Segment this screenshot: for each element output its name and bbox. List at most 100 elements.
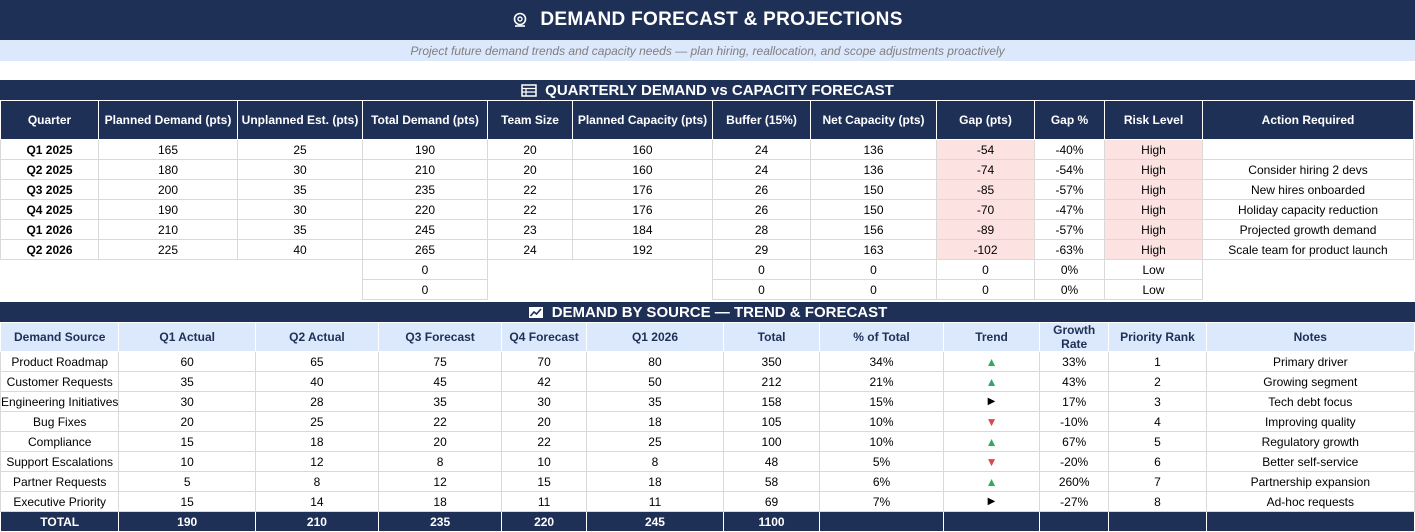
cell-growth-rate[interactable]: 43% [1039, 371, 1110, 392]
trend-up-icon[interactable]: ▲ [942, 371, 1041, 392]
cell-gap-pts[interactable]: -70 [936, 199, 1035, 220]
cell-of-total[interactable]: 34% [819, 351, 944, 372]
cell-demand-source[interactable]: Bug Fixes [0, 411, 120, 432]
cell-q4-forecast[interactable]: 42 [501, 371, 587, 392]
cell-q4-forecast[interactable]: 10 [501, 451, 587, 472]
cell-gap-pts[interactable]: 0 [936, 259, 1035, 280]
cell-priority-rank[interactable]: 5 [1108, 431, 1207, 452]
cell-net-capacity-pts[interactable]: 150 [810, 199, 937, 220]
cell-q4-forecast[interactable]: 11 [501, 491, 587, 512]
cell-q4-forecast[interactable]: 70 [501, 351, 587, 372]
cell-total-demand-pts[interactable]: 0 [362, 279, 488, 300]
cell-q4-forecast[interactable]: 30 [501, 391, 587, 412]
cell-gap[interactable]: -40% [1034, 139, 1105, 160]
cell-total[interactable]: 58 [723, 471, 821, 492]
cell-planned-capacity-pts[interactable]: 184 [572, 219, 713, 240]
cell-q1-actual[interactable]: 5 [118, 471, 256, 492]
cell-total-demand-pts[interactable]: 265 [362, 239, 488, 260]
cell-action-required[interactable]: Projected growth demand [1202, 219, 1414, 240]
cell-planned-demand-pts[interactable] [99, 260, 238, 280]
cell-demand-source[interactable]: Customer Requests [0, 371, 120, 392]
cell-q2-actual[interactable]: 12 [254, 451, 379, 472]
cell-gap-pts[interactable]: -102 [936, 239, 1035, 260]
cell-growth-rate[interactable]: -10% [1039, 411, 1110, 432]
cell-quarter[interactable]: Q2 2026 [0, 239, 99, 260]
cell-total-demand-pts[interactable]: 190 [362, 139, 488, 160]
cell-buffer-15[interactable]: 26 [712, 199, 811, 220]
cell-q2-actual[interactable]: 14 [254, 491, 379, 512]
cell-q2-actual[interactable]: 18 [254, 431, 379, 452]
cell-total[interactable]: 212 [723, 371, 821, 392]
cell-q1-actual[interactable]: 10 [118, 451, 256, 472]
cell-growth-rate[interactable]: 17% [1039, 391, 1110, 412]
cell-q4-forecast[interactable]: 22 [501, 431, 587, 452]
cell-total-demand-pts[interactable]: 210 [362, 159, 488, 180]
cell-quarter[interactable]: Q3 2025 [0, 179, 99, 200]
cell-team-size[interactable]: 20 [487, 139, 573, 160]
trend-down-icon[interactable]: ▼ [942, 411, 1041, 432]
cell-q1-actual[interactable]: 15 [118, 491, 256, 512]
cell-gap[interactable]: -57% [1034, 179, 1105, 200]
cell-q1-2026[interactable]: 18 [585, 411, 725, 432]
cell-q3-forecast[interactable]: 45 [377, 371, 503, 392]
cell-q1-2026[interactable]: 50 [585, 371, 725, 392]
cell-of-total[interactable]: 10% [819, 411, 944, 432]
cell-of-total[interactable]: 10% [819, 431, 944, 452]
cell-unplanned-est-pts[interactable] [238, 280, 363, 300]
cell-gap[interactable]: 0% [1034, 259, 1105, 280]
cell-risk-level[interactable]: Low [1104, 279, 1203, 300]
cell-q1-2026[interactable]: 25 [585, 431, 725, 452]
cell-of-total[interactable]: 6% [819, 471, 944, 492]
cell-demand-source[interactable]: Compliance [0, 431, 120, 452]
cell-action-required[interactable] [1202, 139, 1414, 160]
cell-priority-rank[interactable]: 1 [1108, 351, 1207, 372]
cell-q2-actual[interactable]: 28 [254, 391, 379, 412]
cell-unplanned-est-pts[interactable]: 35 [237, 179, 363, 200]
cell-team-size[interactable]: 20 [487, 159, 573, 180]
cell-action-required[interactable]: Scale team for product launch [1202, 239, 1414, 260]
cell-net-capacity-pts[interactable]: 136 [810, 139, 937, 160]
cell-q1-2026[interactable]: 11 [585, 491, 725, 512]
cell-unplanned-est-pts[interactable]: 25 [237, 139, 363, 160]
cell-quarter[interactable]: Q1 2025 [0, 139, 99, 160]
cell-gap[interactable]: -54% [1034, 159, 1105, 180]
cell-q1-2026[interactable]: 80 [585, 351, 725, 372]
cell-q1-actual[interactable]: 15 [118, 431, 256, 452]
cell-priority-rank[interactable]: 4 [1108, 411, 1207, 432]
cell-total-demand-pts[interactable]: 235 [362, 179, 488, 200]
trend-up-icon[interactable]: ▲ [942, 471, 1041, 492]
cell-unplanned-est-pts[interactable]: 40 [237, 239, 363, 260]
cell-q1-2026[interactable]: 35 [585, 391, 725, 412]
cell-gap-pts[interactable]: -89 [936, 219, 1035, 240]
cell-buffer-15[interactable]: 0 [712, 259, 811, 280]
cell-total[interactable]: 105 [723, 411, 821, 432]
cell-total[interactable]: 48 [723, 451, 821, 472]
cell-planned-demand-pts[interactable] [99, 280, 238, 300]
cell-net-capacity-pts[interactable]: 150 [810, 179, 937, 200]
cell-quarter[interactable] [1, 260, 99, 280]
cell-planned-capacity-pts[interactable]: 160 [572, 139, 713, 160]
cell-q3-forecast[interactable]: 35 [377, 391, 503, 412]
cell-gap-pts[interactable]: 0 [936, 279, 1035, 300]
cell-action-required[interactable] [1203, 280, 1414, 300]
cell-planned-demand-pts[interactable]: 200 [98, 179, 238, 200]
cell-q4-forecast[interactable]: 20 [501, 411, 587, 432]
trend-flat-icon[interactable]: ▶ [942, 491, 1041, 512]
cell-q1-actual[interactable]: 35 [118, 371, 256, 392]
cell-growth-rate[interactable]: 33% [1039, 351, 1110, 372]
cell-action-required[interactable]: Consider hiring 2 devs [1202, 159, 1414, 180]
cell-unplanned-est-pts[interactable] [238, 260, 363, 280]
cell-risk-level[interactable]: High [1104, 219, 1203, 240]
cell-total-demand-pts[interactable]: 0 [362, 259, 488, 280]
cell-q3-forecast[interactable]: 12 [377, 471, 503, 492]
cell-priority-rank[interactable]: 8 [1108, 491, 1207, 512]
cell-planned-demand-pts[interactable]: 180 [98, 159, 238, 180]
trend-up-icon[interactable]: ▲ [942, 431, 1041, 452]
cell-buffer-15[interactable]: 29 [712, 239, 811, 260]
cell-action-required[interactable]: Holiday capacity reduction [1202, 199, 1414, 220]
cell-growth-rate[interactable]: -20% [1039, 451, 1110, 472]
cell-quarter[interactable]: Q2 2025 [0, 159, 99, 180]
cell-planned-capacity-pts[interactable]: 176 [572, 199, 713, 220]
cell-net-capacity-pts[interactable]: 0 [810, 259, 937, 280]
cell-action-required[interactable] [1203, 260, 1414, 280]
